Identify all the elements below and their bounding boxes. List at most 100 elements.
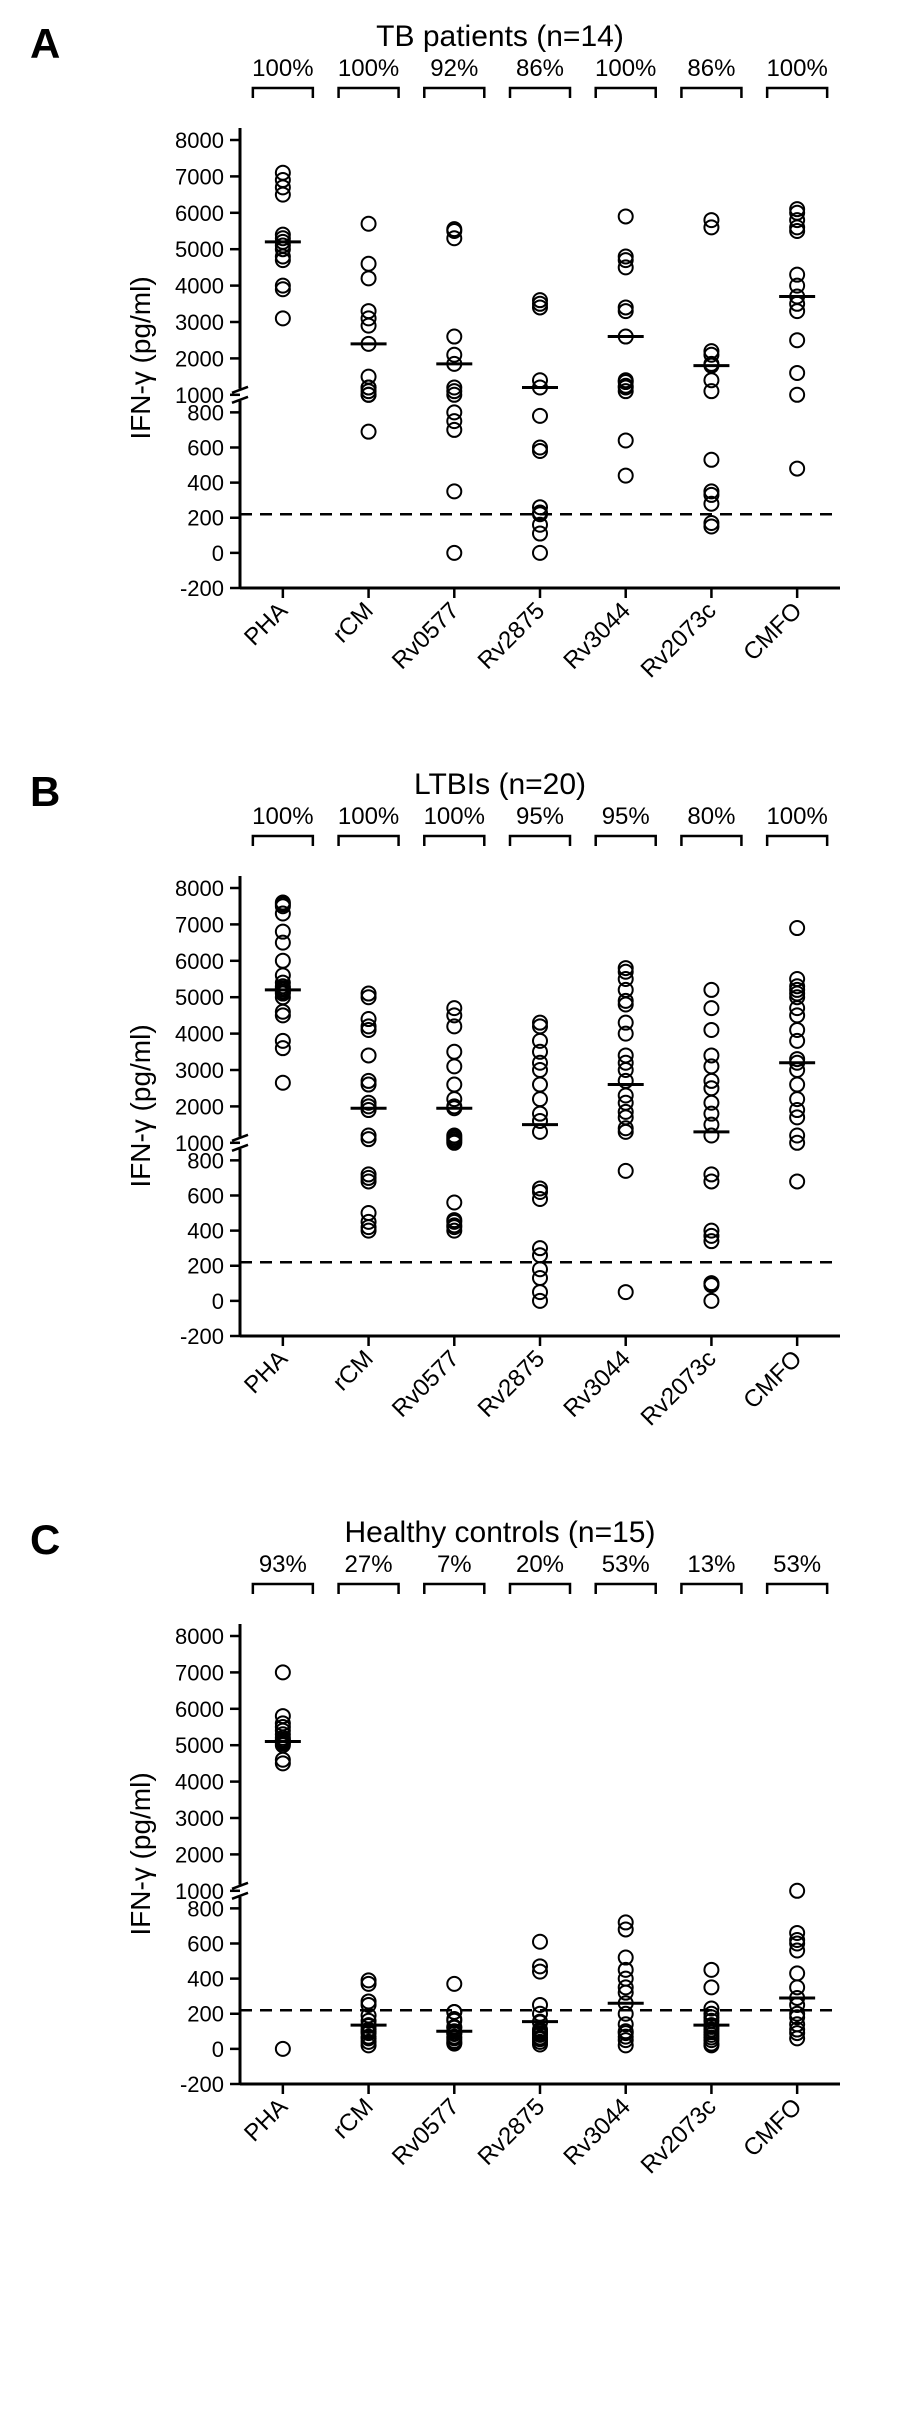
x-tick-label: Rv2073c: [636, 1345, 722, 1431]
percent-bracket: [253, 1584, 313, 1594]
y-axis-label: IFN-γ (pg/ml): [125, 276, 156, 439]
data-point: [790, 1966, 804, 1980]
percent-bracket: [424, 1584, 484, 1594]
percent-bracket: [596, 1584, 656, 1594]
y-tick-label: 1000: [175, 383, 224, 408]
y-tick-label: 600: [187, 1183, 224, 1208]
data-point: [447, 1196, 461, 1210]
data-point: [447, 1059, 461, 1073]
data-point: [619, 469, 633, 483]
percent-bracket: [767, 1584, 827, 1594]
data-point: [790, 1174, 804, 1188]
data-point: [533, 1935, 547, 1949]
percent-label: 100%: [424, 806, 485, 830]
percent-label: 20%: [516, 1554, 564, 1578]
y-tick-label: 200: [187, 2002, 224, 2027]
data-point: [447, 348, 461, 362]
data-point: [704, 1963, 718, 1977]
percent-label: 92%: [430, 58, 478, 82]
percent-label: 93%: [259, 1554, 307, 1578]
percent-bracket: [253, 836, 313, 846]
data-point: [790, 1980, 804, 1994]
chart-wrap: Healthy controls (n=15)93%27%7%20%53%13%…: [120, 1516, 880, 2234]
data-point: [533, 1262, 547, 1276]
scatter-chart: 93%27%7%20%53%13%53%-2000200400600800100…: [120, 1554, 880, 2234]
percent-bracket: [339, 1584, 399, 1594]
data-point: [704, 453, 718, 467]
y-tick-label: 4000: [175, 274, 224, 299]
x-tick-label: Rv2073c: [636, 2093, 722, 2179]
percent-bracket: [339, 836, 399, 846]
percent-label: 86%: [687, 58, 735, 82]
y-axis-label: IFN-γ (pg/ml): [125, 1772, 156, 1935]
x-tick-label: Rv2875: [473, 1345, 551, 1423]
data-point: [533, 1078, 547, 1092]
percent-label: 27%: [345, 1554, 393, 1578]
scatter-chart: 100%100%100%95%95%80%100%-20002004006008…: [120, 806, 880, 1486]
data-point: [619, 433, 633, 447]
percent-label: 100%: [252, 58, 313, 82]
panels-container: ATB patients (n=14)100%100%92%86%100%86%…: [20, 20, 899, 2234]
y-tick-label: 8000: [175, 876, 224, 901]
y-tick-label: 3000: [175, 310, 224, 335]
percent-label: 100%: [338, 806, 399, 830]
data-point: [533, 546, 547, 560]
y-tick-label: 6000: [175, 1697, 224, 1722]
y-tick-label: 2000: [175, 1094, 224, 1119]
x-tick-label: PHA: [239, 2093, 293, 2147]
chart-title: Healthy controls (n=15): [120, 1516, 880, 1550]
data-point: [362, 271, 376, 285]
data-point: [447, 1977, 461, 1991]
data-point: [362, 1048, 376, 1062]
data-point: [362, 217, 376, 231]
data-point: [447, 330, 461, 344]
x-tick-label: Rv3044: [558, 1345, 636, 1423]
percent-label: 100%: [595, 58, 656, 82]
x-tick-label: Rv2875: [473, 597, 551, 675]
data-point: [790, 1884, 804, 1898]
y-tick-label: 7000: [175, 912, 224, 937]
x-tick-label: Rv3044: [558, 2093, 636, 2171]
y-tick-label: 2000: [175, 346, 224, 371]
percent-label: 13%: [687, 1554, 735, 1578]
data-point: [362, 1206, 376, 1220]
figure: { "layout": { "chart_width": 760, "chart…: [0, 0, 919, 2304]
y-tick-label: 5000: [175, 237, 224, 262]
data-point: [276, 2042, 290, 2056]
x-tick-label: rCM: [328, 1345, 379, 1396]
percent-bracket: [510, 1584, 570, 1594]
percent-bracket: [510, 88, 570, 98]
y-tick-label: 7000: [175, 164, 224, 189]
x-tick-label: CMFO: [738, 597, 807, 666]
data-point: [704, 1980, 718, 1994]
percent-bracket: [767, 836, 827, 846]
data-point: [362, 425, 376, 439]
data-point: [790, 1078, 804, 1092]
x-tick-label: rCM: [328, 2093, 379, 2144]
y-tick-label: 0: [212, 2037, 224, 2062]
percent-label: 100%: [766, 806, 827, 830]
y-tick-label: 5000: [175, 1733, 224, 1758]
data-point: [276, 954, 290, 968]
data-point: [790, 366, 804, 380]
data-point: [790, 462, 804, 476]
y-tick-label: 1000: [175, 1879, 224, 1904]
x-tick-label: Rv0577: [387, 2093, 465, 2171]
x-tick-label: CMFO: [738, 1345, 807, 1414]
panel-label: A: [30, 20, 60, 68]
y-tick-label: 400: [187, 1219, 224, 1244]
data-point: [276, 1665, 290, 1679]
percent-label: 100%: [338, 58, 399, 82]
chart-wrap: TB patients (n=14)100%100%92%86%100%86%1…: [120, 20, 880, 738]
percent-bracket: [253, 88, 313, 98]
percent-label: 86%: [516, 58, 564, 82]
data-point: [619, 1164, 633, 1178]
data-point: [790, 388, 804, 402]
data-point: [447, 405, 461, 419]
y-tick-label: 400: [187, 1967, 224, 1992]
y-tick-label: 7000: [175, 1660, 224, 1685]
data-point: [533, 409, 547, 423]
percent-label: 100%: [252, 806, 313, 830]
percent-bracket: [596, 88, 656, 98]
percent-bracket: [681, 88, 741, 98]
